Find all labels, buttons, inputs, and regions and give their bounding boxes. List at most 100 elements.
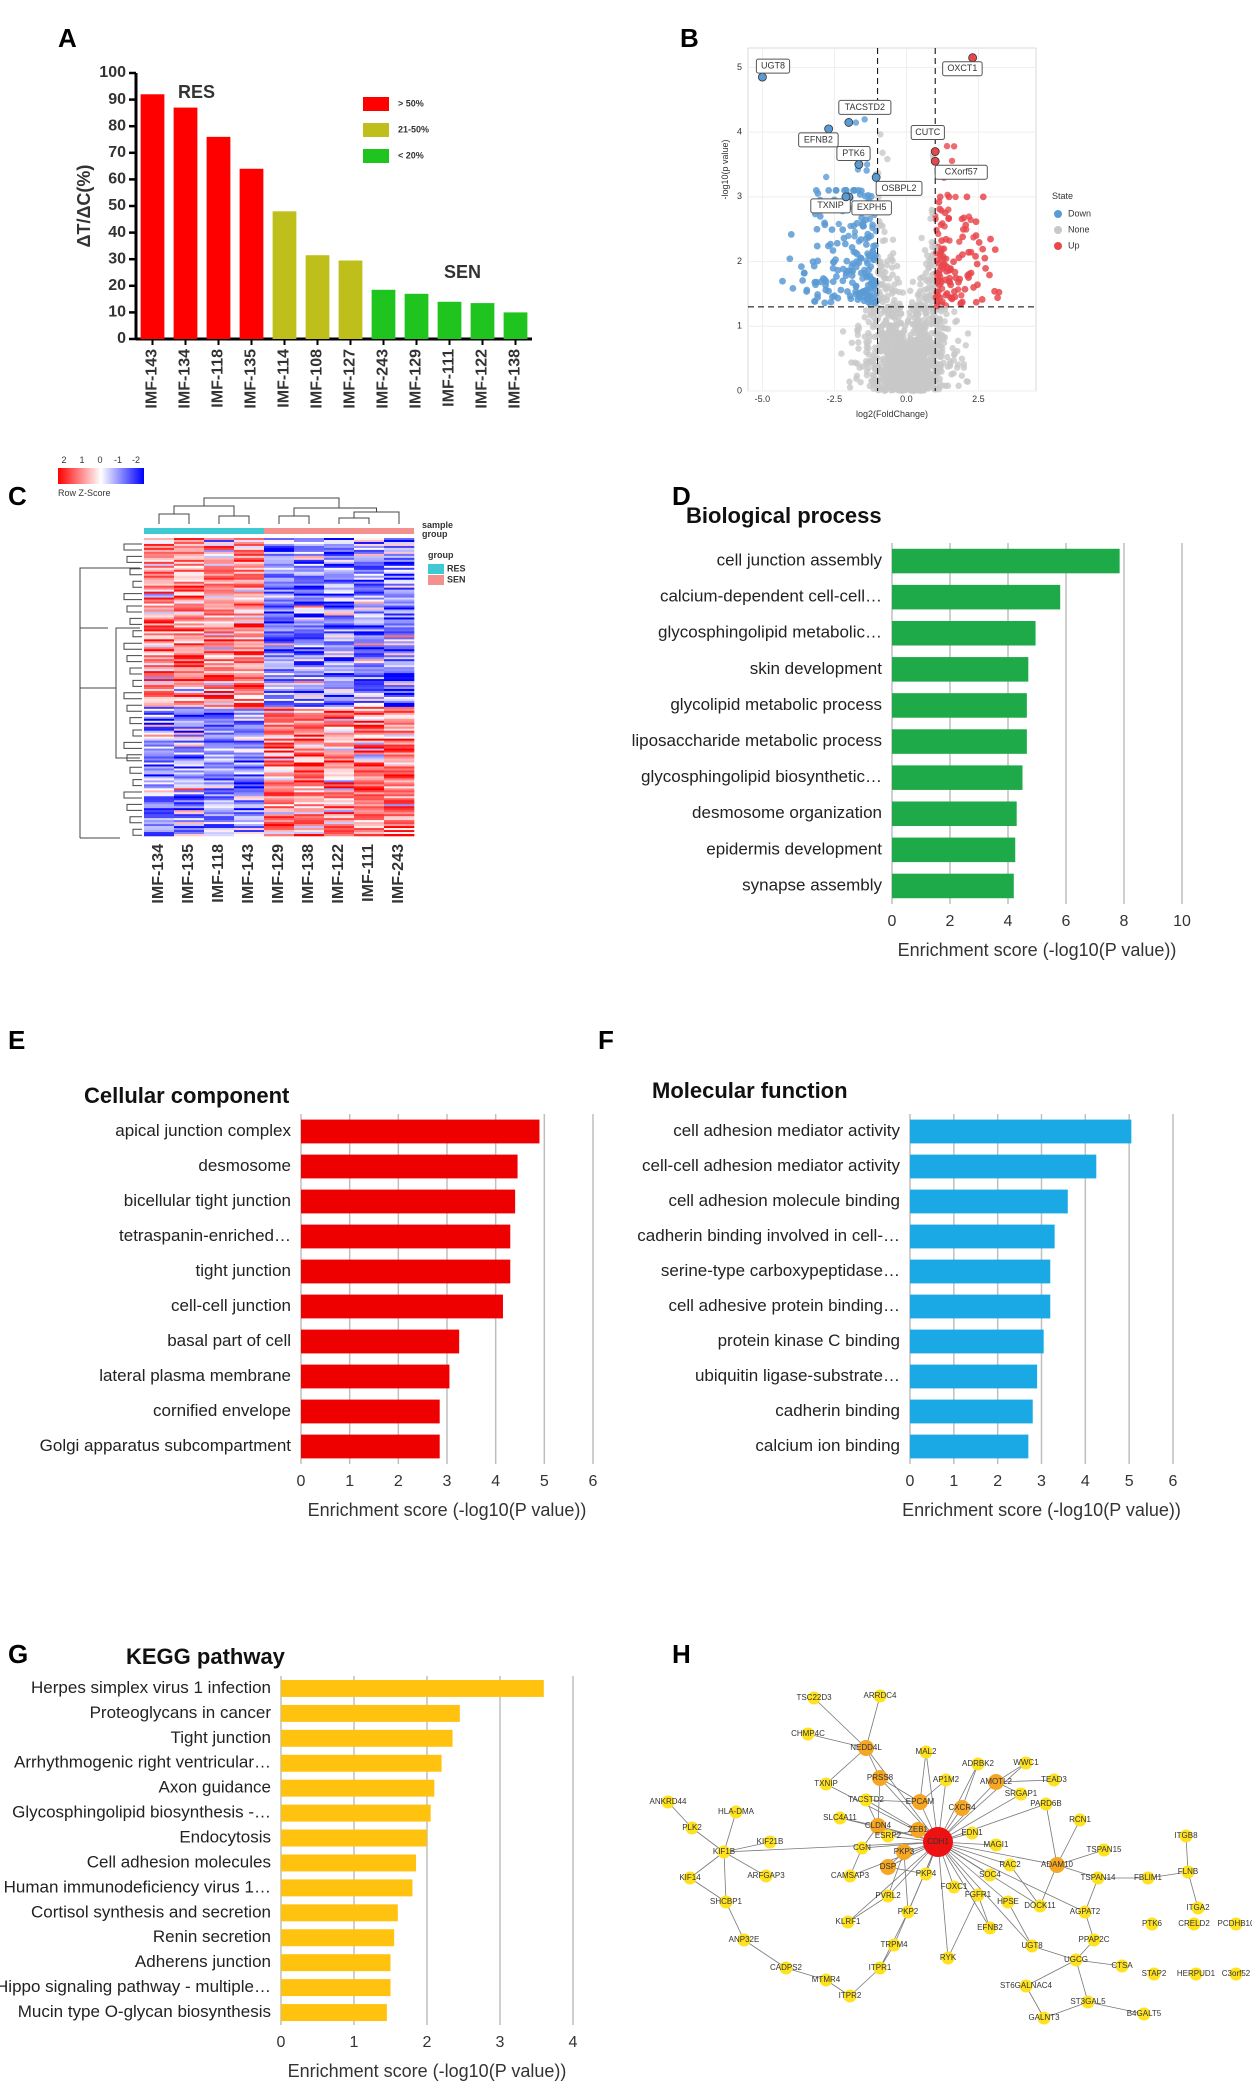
category-label: synapse assembly (742, 875, 882, 894)
heat-cell (384, 693, 414, 695)
heat-cell (234, 725, 264, 727)
heat-cell (234, 604, 264, 606)
heat-cell (204, 629, 234, 631)
node-label: ARRDC4 (864, 1691, 897, 1700)
heat-cell (234, 538, 264, 540)
heat-cell (234, 608, 264, 610)
heat-cell (144, 556, 174, 558)
point-up (949, 294, 956, 301)
heat-cell (144, 643, 174, 645)
heat-cell (354, 570, 384, 572)
heat-cell (144, 741, 174, 743)
heat-cell (204, 568, 234, 570)
heat-cell (324, 588, 354, 590)
point-down (864, 260, 871, 267)
network-edge (724, 1852, 726, 1902)
heat-cell (264, 788, 294, 790)
point (917, 384, 923, 390)
y-tick-label: 70 (108, 144, 126, 161)
point (929, 239, 935, 245)
heat-cell (144, 818, 174, 820)
point (891, 353, 897, 359)
bar (892, 838, 1015, 863)
heat-cell (294, 804, 324, 806)
heat-cell (264, 619, 294, 621)
node-label: ARFGAP3 (747, 1871, 785, 1880)
heat-cell (264, 615, 294, 617)
heat-cell (144, 711, 174, 713)
heat-cell (174, 731, 204, 733)
point (927, 215, 933, 221)
x-tick-label: IMF-114 (276, 349, 293, 408)
heat-cell (294, 588, 324, 590)
heat-cell (384, 749, 414, 751)
category-label: Adherens junction (135, 1952, 271, 1971)
heat-cell (204, 582, 234, 584)
heat-cell (354, 753, 384, 755)
heat-cell (144, 574, 174, 576)
heat-cell (234, 804, 264, 806)
heat-cell (324, 590, 354, 592)
heat-cell (234, 568, 264, 570)
heat-cell (234, 778, 264, 780)
x-tick-label: 3 (1037, 1473, 1046, 1490)
heat-cell (144, 627, 174, 629)
chart-title: KEGG pathway (126, 1644, 286, 1669)
heat-cell (234, 562, 264, 564)
heat-cell (324, 824, 354, 826)
heat-cell (174, 572, 204, 574)
heat-cell (204, 727, 234, 729)
heat-cell (174, 810, 204, 812)
point-up (947, 281, 954, 288)
heat-cell (174, 610, 204, 612)
bar (910, 1400, 1033, 1424)
heat-cell (294, 617, 324, 619)
heat-cell (234, 627, 264, 629)
heat-cell (174, 643, 204, 645)
heat-cell (174, 719, 204, 721)
heat-cell (234, 826, 264, 828)
heat-cell (354, 560, 384, 562)
heat-cell (264, 715, 294, 717)
y-tick-label: 50 (108, 197, 126, 214)
heat-cell (204, 675, 234, 677)
heat-cell (144, 554, 174, 556)
point (912, 355, 918, 361)
heat-cell (234, 757, 264, 759)
heat-cell (384, 584, 414, 586)
heat-cell (354, 761, 384, 763)
category-label: glycosphingolipid biosynthetic… (641, 767, 882, 786)
heat-cell (354, 727, 384, 729)
heat-cell (324, 802, 354, 804)
heat-cell (234, 717, 264, 719)
heat-cell (324, 721, 354, 723)
heat-cell (234, 776, 264, 778)
col-dendrogram (159, 506, 249, 524)
heat-cell (264, 774, 294, 776)
bar (910, 1435, 1028, 1459)
heat-cell (144, 645, 174, 647)
heat-cell (294, 743, 324, 745)
point-up (935, 260, 942, 267)
point (965, 330, 971, 336)
heat-cell (324, 764, 354, 766)
heat-cell (174, 739, 204, 741)
labeled-point (969, 54, 977, 62)
heat-cell (324, 820, 354, 822)
heat-cell (204, 619, 234, 621)
heat-cell (354, 828, 384, 830)
heat-cell (234, 639, 264, 641)
heat-cell (324, 828, 354, 830)
point (963, 342, 969, 348)
heat-cell (294, 741, 324, 743)
point (939, 246, 945, 252)
heat-cell (324, 629, 354, 631)
heat-cell (294, 830, 324, 832)
heat-cell (234, 673, 264, 675)
heat-cell (354, 770, 384, 772)
heat-cell (174, 649, 204, 651)
heat-cell (354, 540, 384, 542)
heat-cell (324, 729, 354, 731)
point (877, 261, 883, 267)
network-edge (866, 1696, 880, 1748)
